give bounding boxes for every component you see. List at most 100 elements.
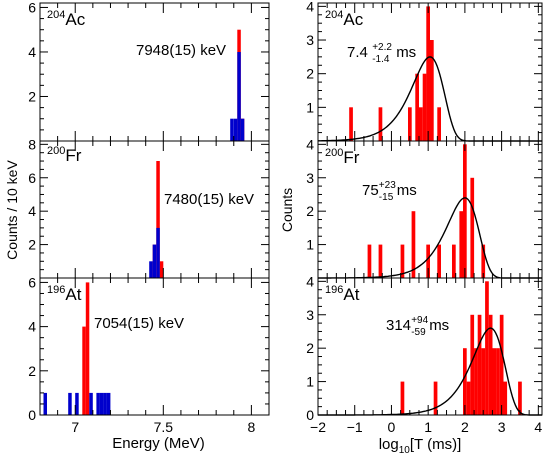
red-bar [459, 211, 464, 278]
blue-bar [99, 392, 104, 415]
right-x-axis-label-rest: [T (ms)] [410, 436, 461, 453]
red-bar [499, 314, 504, 415]
red-bar [474, 348, 478, 415]
nucleus-label: 200Fr [47, 145, 82, 165]
blue-bar [43, 392, 47, 415]
blue-bar [149, 261, 153, 278]
nucleus-label: 204Ac [47, 9, 86, 29]
red-bar [378, 244, 383, 278]
right-y-axis-label: Counts [279, 188, 295, 232]
y-tick-label: 3 [306, 307, 314, 323]
lifetime-lower-error: -15 [379, 192, 394, 203]
red-bar [470, 314, 475, 415]
x-tick-label: −1 [347, 419, 363, 435]
red-bar [85, 282, 90, 415]
blue-bar [240, 118, 245, 141]
panel-energy-fr: 2 4 6 8 200Fr 7480(15) keV [28, 136, 270, 279]
red-bar [422, 73, 427, 141]
x-tick-label: 4 [534, 419, 542, 435]
lifetime-lower-error: -1.4 [372, 54, 390, 65]
y-tick-label: 4 [306, 0, 314, 14]
blue-bar [233, 118, 238, 141]
mass-number: 196 [47, 284, 65, 296]
y-tick-label: 1 [306, 99, 314, 115]
red-bar [411, 211, 416, 278]
y-tick-label: 6 [28, 274, 36, 290]
red-bar [378, 107, 383, 141]
y-tick-label: 0 [28, 407, 36, 423]
mass-number: 200 [47, 145, 65, 157]
nucleus-label: 204Ac [325, 9, 364, 29]
element-symbol: Fr [65, 146, 81, 165]
left-y-axis-label: Counts / 10 keV [4, 160, 20, 260]
right-x-axis-label-sub: 10 [399, 445, 411, 456]
lifetime-upper-error: +23 [379, 180, 396, 191]
y-tick-label: 4 [28, 44, 36, 60]
y-tick-label: 0 [306, 407, 314, 423]
red-bar [437, 107, 441, 141]
red-bar [492, 348, 497, 415]
element-symbol: Fr [343, 148, 359, 167]
red-bar [433, 381, 438, 415]
red-bar [408, 107, 412, 141]
x-axis-label: Energy (MeV) [112, 435, 205, 452]
x-tick-label: 2 [461, 419, 469, 435]
x-tick-label: 1 [424, 419, 432, 435]
red-bar [419, 107, 423, 141]
red-bar [400, 244, 405, 278]
y-tick-label: 2 [28, 363, 36, 379]
lifetime-lower-error: -59 [411, 327, 426, 338]
blue-bar [106, 392, 111, 415]
y-tick-label: 2 [306, 340, 314, 356]
red-bar [481, 244, 486, 278]
lifetime-unit: ms [429, 317, 449, 334]
y-tick-label: 2 [28, 237, 36, 253]
blue-bar [230, 118, 234, 141]
red-bar [426, 6, 430, 142]
red-bar [466, 381, 471, 415]
right-x-axis-label-main: log [379, 436, 399, 453]
red-bar [159, 261, 164, 278]
y-tick-label: 4 [28, 319, 36, 335]
right-x-axis-label: log10[T (ms)] [379, 436, 462, 456]
y-tick-label: 8 [28, 136, 36, 152]
nucleus-label: 200Fr [325, 147, 360, 167]
y-tick-label: 1 [306, 374, 314, 390]
blue-bar [89, 392, 93, 415]
y-tick-label: 1 [306, 237, 314, 253]
red-bar [488, 314, 493, 415]
red-bar [437, 244, 441, 278]
y-tick-label: 2 [306, 66, 314, 82]
lifetime-annotation: 7.4 [347, 44, 368, 61]
y-tick-label: 4 [28, 203, 36, 219]
y-tick-label: 4 [306, 136, 314, 152]
red-bar [463, 348, 467, 415]
lifetime-annotation: 75 [362, 182, 379, 199]
y-tick-label: 3 [306, 32, 314, 48]
blue-bar [96, 392, 100, 415]
panel-lifetime-at: 0 1 2 3 4 −2 −1 0 1 2 3 4 196At 314 +94-59 ms [306, 273, 543, 435]
lifetime-unit: ms [396, 44, 416, 61]
mass-number: 196 [325, 284, 343, 296]
element-symbol: Ac [343, 10, 363, 29]
lifetime-upper-error: +94 [411, 315, 428, 326]
energy-annotation: 7054(15) keV [94, 315, 184, 332]
red-bar [481, 348, 486, 415]
lifetime-upper-error: +2.2 [372, 42, 392, 53]
red-bar [426, 244, 430, 278]
red-bar [477, 314, 482, 415]
red-bar [503, 381, 508, 415]
x-tick-label: 8 [247, 419, 255, 435]
element-symbol: Ac [65, 10, 85, 29]
x-tick-label: 3 [498, 419, 506, 435]
panel-lifetime-ac: 1 2 3 4 204Ac 7.4 +2.2-1.4 ms [306, 0, 543, 142]
blue-bar [75, 392, 79, 415]
red-bar [415, 73, 419, 141]
nucleus-label: 196At [47, 284, 82, 304]
blue-bar [156, 227, 160, 278]
red-bar [470, 177, 475, 278]
y-tick-label: 2 [306, 203, 314, 219]
